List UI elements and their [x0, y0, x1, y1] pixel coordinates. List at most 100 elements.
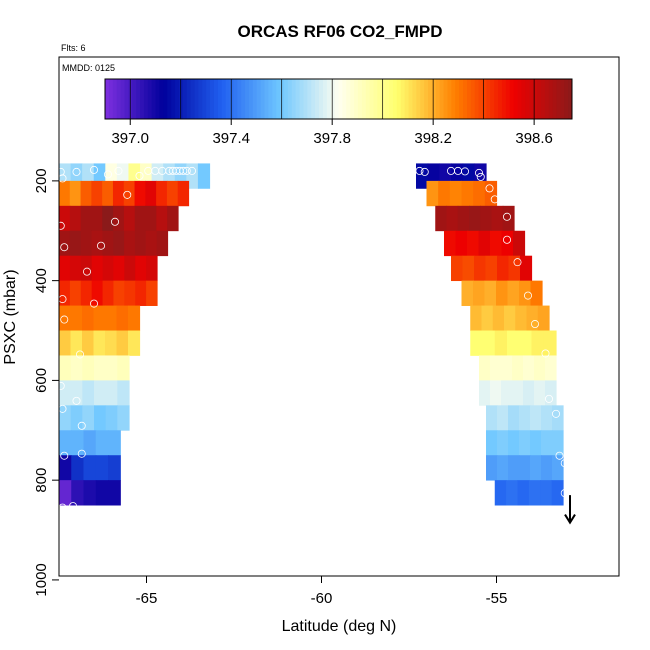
colorbar-swatch [365, 79, 371, 119]
heatmap-cell [545, 355, 557, 381]
heatmap-cell [490, 230, 503, 257]
heatmap-cell [484, 280, 497, 306]
heatmap-cell [531, 330, 545, 356]
sample-point [72, 396, 81, 405]
colorbar-swatch [116, 79, 122, 119]
arrow-head [564, 514, 576, 525]
colorbar-swatch [248, 79, 254, 119]
colorbar-swatch [315, 79, 320, 119]
sample-point [545, 394, 554, 403]
heatmap-cell [490, 380, 502, 406]
heatmap-cell [479, 355, 491, 381]
heatmap-cell [156, 180, 168, 207]
sample-point [474, 168, 483, 177]
heatmap-cell [482, 330, 496, 356]
heatmap-cell [70, 305, 83, 331]
sample-point [135, 171, 144, 180]
heatmap-cell [59, 280, 71, 306]
heatmap-cell [146, 280, 158, 306]
heatmap-cell [541, 455, 553, 481]
heatmap-cell [537, 305, 550, 331]
colorbar-swatch [182, 79, 188, 119]
heatmap-cell [116, 305, 129, 331]
colorbar-swatch [564, 79, 569, 119]
heatmap-cell [435, 205, 448, 232]
y-axis-label: PSXC (mbar) [2, 269, 19, 364]
colorbar-swatch [369, 79, 375, 119]
colorbar-swatch [400, 79, 406, 119]
heatmap-cell [552, 430, 564, 456]
heatmap-cell [105, 305, 118, 331]
heatmap-cell [59, 305, 72, 331]
heatmap-cell [530, 280, 543, 306]
heatmap-cell [134, 180, 146, 207]
heatmap-cell [91, 230, 103, 257]
heatmap-cell [541, 430, 553, 456]
colorbar-swatch [108, 79, 114, 119]
y-tick-label: 200 [33, 168, 50, 193]
sample-point [90, 299, 99, 308]
colorbar-swatch [509, 79, 515, 119]
colorbar-swatch [540, 79, 546, 119]
colorbar-swatch [287, 79, 293, 119]
heatmap-cell [135, 255, 147, 282]
heatmap-cell [117, 355, 130, 381]
sample-point [56, 221, 65, 230]
colorbar-swatch [459, 79, 464, 119]
colorbar-tick-label: 397.8 [313, 130, 351, 147]
heatmap-cell [478, 230, 491, 257]
colorbar-swatch [268, 79, 273, 119]
colorbar-swatch [190, 79, 196, 119]
heatmap-cell [69, 230, 82, 257]
heatmap-cell [490, 355, 502, 381]
colorbar-swatch [303, 79, 308, 119]
heatmap-cell [124, 255, 136, 282]
y-tick-label: 800 [33, 468, 50, 493]
heatmap-cell [135, 280, 147, 306]
colorbar-swatch [447, 79, 452, 119]
colorbar-swatch [140, 79, 145, 119]
colorbar-swatch [474, 79, 480, 119]
heatmap-cell [145, 230, 158, 257]
colorbar-tick-label: 397.0 [111, 130, 149, 147]
heatmap-cell [520, 255, 533, 282]
colorbar-swatch [486, 79, 491, 119]
colorbar-swatch [105, 79, 110, 119]
heatmap-cell [91, 205, 103, 232]
colorbar-swatch [517, 79, 522, 119]
sample-point [476, 172, 485, 181]
colorbar-swatch [175, 79, 180, 119]
sample-point [541, 349, 550, 358]
colorbar-swatch [326, 79, 332, 119]
heatmap-cell [446, 205, 459, 232]
heatmap-cell [486, 455, 498, 481]
heatmap-cell [177, 180, 190, 207]
heatmap-cell [438, 180, 451, 207]
heatmap-cell [59, 255, 71, 282]
heatmap-cell [105, 355, 118, 381]
colorbar-swatch [357, 79, 363, 119]
heatmap-cell [481, 305, 494, 331]
colorbar-swatch [463, 79, 468, 119]
y-tick-label: 400 [33, 268, 50, 293]
colorbar-swatch [529, 79, 534, 119]
colorbar-swatch [416, 79, 421, 119]
colorbar-swatch [338, 79, 343, 119]
colorbar-swatch [513, 79, 519, 119]
heatmap-cell [123, 180, 136, 207]
heatmap-cell [543, 330, 557, 356]
heatmap-cell [80, 180, 92, 207]
heatmap-cell [80, 230, 93, 257]
colorbar-swatch [536, 79, 542, 119]
colorbar-swatch [482, 79, 487, 119]
heatmap-cell [530, 455, 542, 481]
heatmap-cell [59, 430, 72, 456]
sample-point [114, 166, 123, 175]
colorbar-swatch [186, 79, 192, 119]
heatmap-cell [497, 430, 509, 456]
colorbar-swatch [552, 79, 557, 119]
down-arrow-icon [564, 495, 576, 525]
colorbar-swatch [245, 79, 250, 119]
heatmap-cell [95, 455, 109, 481]
heatmap-cell [508, 405, 520, 431]
